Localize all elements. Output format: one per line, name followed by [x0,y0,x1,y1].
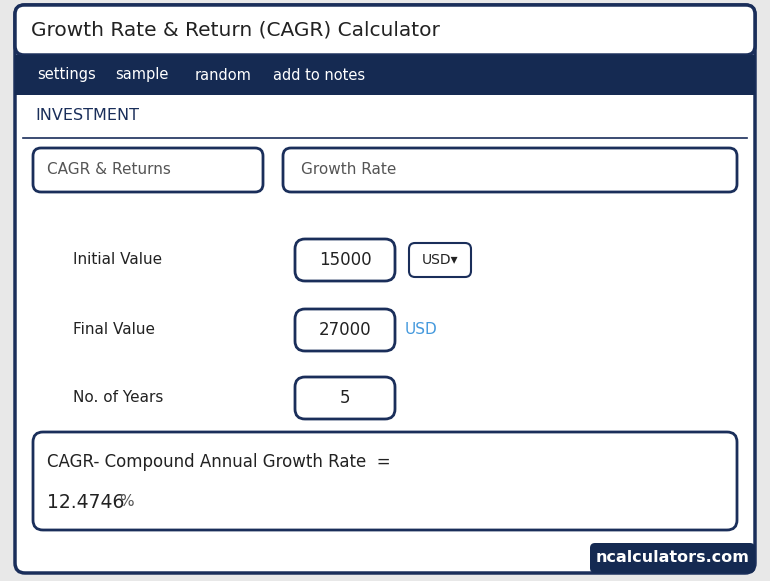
FancyBboxPatch shape [409,243,471,277]
Text: sample: sample [115,67,169,83]
FancyBboxPatch shape [15,5,755,55]
FancyBboxPatch shape [33,148,263,192]
Text: Initial Value: Initial Value [73,253,162,267]
FancyBboxPatch shape [283,148,737,192]
Text: Growth Rate & Return (CAGR) Calculator: Growth Rate & Return (CAGR) Calculator [31,20,440,40]
FancyBboxPatch shape [295,309,395,351]
Text: ncalculators.com: ncalculators.com [595,551,749,565]
FancyBboxPatch shape [295,239,395,281]
Text: CAGR- Compound Annual Growth Rate  =: CAGR- Compound Annual Growth Rate = [47,453,390,471]
Text: USD: USD [405,322,438,338]
Text: add to notes: add to notes [273,67,365,83]
Text: INVESTMENT: INVESTMENT [35,107,139,123]
FancyBboxPatch shape [15,5,755,573]
Text: random: random [195,67,252,83]
Text: %: % [119,494,134,510]
Text: Final Value: Final Value [73,322,155,338]
Text: 15000: 15000 [319,251,371,269]
Text: USD▾: USD▾ [422,253,458,267]
Text: settings: settings [37,67,95,83]
FancyBboxPatch shape [33,432,737,530]
Text: 5: 5 [340,389,350,407]
Text: Growth Rate: Growth Rate [301,163,397,178]
Text: 27000: 27000 [319,321,371,339]
Text: 12.4746: 12.4746 [47,493,125,511]
FancyBboxPatch shape [295,377,395,419]
Text: CAGR & Returns: CAGR & Returns [47,163,171,178]
FancyBboxPatch shape [15,55,755,95]
Text: No. of Years: No. of Years [73,390,163,406]
FancyBboxPatch shape [590,543,755,573]
